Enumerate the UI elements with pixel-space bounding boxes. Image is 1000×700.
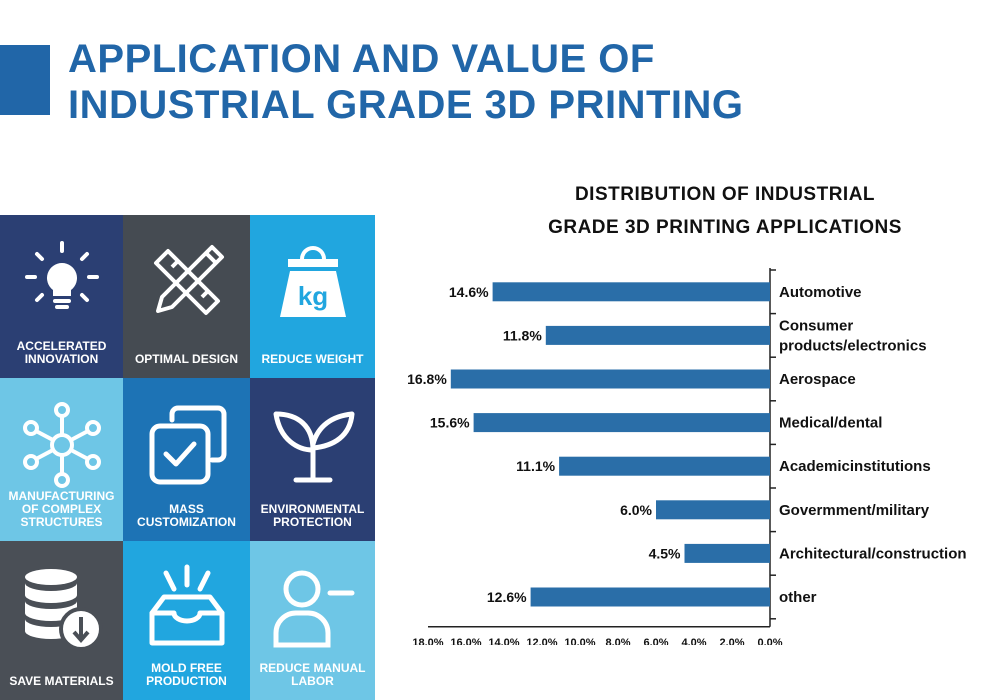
- tile-mass-customization: MASS CUSTOMIZATION: [123, 378, 250, 541]
- bar: [656, 500, 770, 520]
- tile-accelerated-innovation: ACCELERATED INNOVATION: [0, 215, 123, 378]
- value-label: 11.8%: [503, 327, 542, 343]
- x-tick-label: 4.0%: [681, 637, 706, 645]
- category-label: Consumer: [779, 317, 853, 334]
- title-accent-bar: [0, 45, 50, 115]
- page-title-line-1: APPLICATION AND VALUE OF: [68, 37, 655, 81]
- person-minus-icon: [273, 570, 354, 648]
- x-tick-label: 6.0%: [643, 637, 668, 645]
- tile-environmental-protection: ENVIRONMENTAL PROTECTION: [250, 378, 375, 541]
- x-tick-label: 12.0%: [526, 637, 557, 645]
- category-label: Medical/dental: [779, 415, 882, 432]
- bar: [492, 282, 770, 302]
- value-label: 14.6%: [449, 284, 489, 300]
- tile-complex-structures: MANUFACTURING OF COMPLEX STRUCTURES: [0, 378, 123, 541]
- category-label: products/electronics: [779, 337, 927, 354]
- tile-mold-free-production: MOLD FREE PRODUCTION: [123, 541, 250, 700]
- database-download-icon: [24, 569, 103, 651]
- tile-label: MOLD FREE PRODUCTION: [146, 661, 227, 688]
- chart-title-line-1: DISTRIBUTION OF INDUSTRIAL: [574, 184, 876, 205]
- value-label: 15.6%: [430, 415, 470, 431]
- tile-label: ENVIRONMENTAL PROTECTION: [260, 502, 365, 529]
- x-tick-label: 8.0%: [605, 637, 630, 645]
- sprout-icon: [273, 411, 354, 483]
- tile-label: REDUCE WEIGHT: [261, 352, 364, 366]
- bar-chart: 14.6% Automotive 11.8% Consumer products/ele…: [407, 268, 967, 645]
- chart-title-line-2: GRADE 3D PRINTING APPLICATIONS: [548, 217, 902, 238]
- tile-label: REDUCE MANUAL LABOR: [259, 661, 366, 688]
- tile-optimal-design: OPTIMAL DESIGN: [123, 215, 250, 378]
- x-tick-label: 14.0%: [488, 637, 519, 645]
- lightbulb-icon: [24, 241, 99, 309]
- x-tick-label: 2.0%: [719, 637, 744, 645]
- value-tiles-grid: ACCELERATED INNOVATION OPTIMAL DESIGN kg…: [0, 215, 375, 700]
- value-label: 6.0%: [620, 502, 652, 518]
- page-title: APPLICATION AND VALUE OF INDUSTRIAL GRAD…: [68, 36, 744, 128]
- x-tick-label: 18.0%: [412, 637, 443, 645]
- tile-label: SAVE MATERIALS: [9, 674, 114, 688]
- network-nodes-icon: [22, 402, 101, 488]
- category-label: Automotive: [779, 284, 862, 301]
- bar: [684, 543, 770, 563]
- svg-text:kg: kg: [297, 281, 327, 311]
- x-tick-label: 0.0%: [757, 637, 782, 645]
- tile-label: MASS CUSTOMIZATION: [137, 502, 236, 529]
- weight-kg-icon: kg: [279, 246, 346, 317]
- bar: [545, 325, 770, 345]
- category-label: Aerospace: [779, 371, 856, 388]
- tile-reduce-manual-labor: REDUCE MANUAL LABOR: [250, 541, 375, 700]
- tile-label: ACCELERATED INNOVATION: [16, 339, 107, 366]
- category-label: Academicinstitutions: [779, 458, 931, 475]
- pencil-ruler-icon: [153, 245, 224, 315]
- tile-reduce-weight: kg REDUCE WEIGHT: [250, 215, 375, 378]
- bar: [450, 369, 770, 389]
- tile-label: MANUFACTURING OF COMPLEX STRUCTURES: [8, 489, 115, 529]
- bar: [559, 456, 770, 476]
- page-title-line-2: INDUSTRIAL GRADE 3D PRINTING: [68, 83, 744, 127]
- bar: [473, 413, 770, 433]
- category-label: Architectural/construction: [779, 545, 967, 562]
- value-label: 11.1%: [516, 458, 555, 474]
- category-label: other: [779, 589, 817, 606]
- category-label: Govermment/military: [779, 502, 930, 519]
- value-label: 4.5%: [649, 545, 681, 561]
- value-label: 16.8%: [407, 371, 447, 387]
- x-tick-label: 16.0%: [450, 637, 481, 645]
- inbox-tray-icon: [149, 564, 224, 646]
- bar: [530, 587, 770, 607]
- tile-label: OPTIMAL DESIGN: [134, 352, 239, 366]
- x-tick-label: 10.0%: [564, 637, 595, 645]
- tile-save-materials: SAVE MATERIALS: [0, 541, 123, 700]
- stacked-checkbox-icon: [149, 405, 226, 485]
- value-label: 12.6%: [487, 589, 527, 605]
